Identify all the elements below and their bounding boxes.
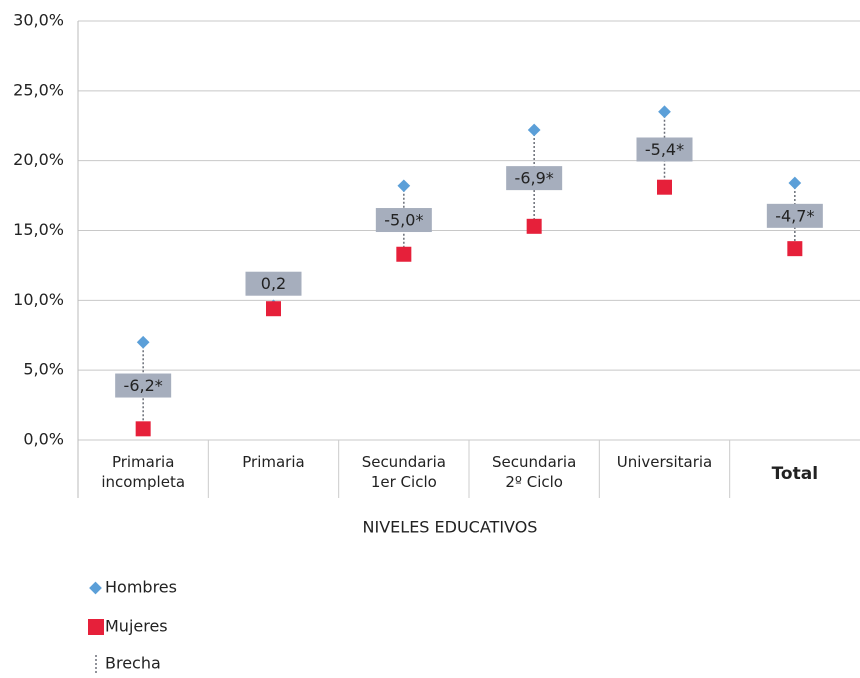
gap-label-box (636, 137, 693, 162)
x-tick-label: Universitaria (616, 453, 713, 471)
mujeres-marker (135, 421, 151, 437)
x-tick-label-box: Primaria incompleta (101, 453, 186, 491)
legend-label: Brecha (105, 654, 161, 673)
hombres-marker (397, 179, 411, 193)
gap-label-box (245, 271, 302, 296)
hombres-marker (658, 105, 671, 119)
x-tick-label-box: Secundaria 2º Ciclo (492, 453, 577, 491)
x-tick-label: Primaria incompleta (101, 453, 186, 491)
gap-label: -4,7* (775, 206, 814, 225)
x-tick-label-box: Primaria (242, 453, 305, 471)
x-tick-label: Total (771, 464, 819, 484)
legend-label: Hombres (105, 578, 177, 597)
mujeres-marker (526, 218, 542, 234)
legend-label: Mujeres (105, 617, 168, 636)
legend-marker (89, 581, 102, 595)
y-tick-label: 25,0% (13, 80, 64, 99)
gap-label: -6,2* (124, 376, 163, 395)
y-tick-label: 30,0% (13, 11, 64, 30)
hombres-marker (527, 123, 541, 137)
x-tick-label: Primaria (242, 453, 305, 471)
mujeres-marker (787, 241, 803, 257)
y-tick-label: 10,0% (13, 290, 64, 309)
x-tick-label-box: Secundaria 1er Ciclo (361, 453, 446, 491)
mujeres-marker (266, 301, 281, 317)
x-tick-label: Secundaria 2º Ciclo (492, 453, 577, 491)
gap-label: 0,2 (261, 274, 286, 293)
y-tick-label: 0,0% (23, 430, 64, 449)
y-tick-label: 5,0% (23, 360, 64, 379)
gap-label: -5,0* (384, 211, 423, 230)
gap-label: -5,4* (645, 140, 684, 159)
x-tick-label: Secundaria 1er Ciclo (361, 453, 446, 491)
gap-label-box (115, 373, 172, 398)
legend-marker (88, 619, 104, 635)
mujeres-marker (657, 179, 672, 195)
hombres-marker (136, 335, 150, 349)
gap-label-box (766, 203, 823, 228)
gap-label: -6,9* (515, 169, 554, 188)
x-tick-label-box: Total (771, 464, 819, 484)
gap-label-box (375, 208, 432, 233)
hombres-marker (788, 176, 802, 190)
y-tick-label: 15,0% (13, 220, 64, 239)
x-axis-title: NIVELES EDUCATIVOS (363, 518, 538, 537)
y-tick-label: 20,0% (13, 150, 64, 169)
gap-label-box (506, 166, 563, 191)
x-tick-label-box: Universitaria (616, 453, 713, 471)
mujeres-marker (396, 246, 412, 262)
